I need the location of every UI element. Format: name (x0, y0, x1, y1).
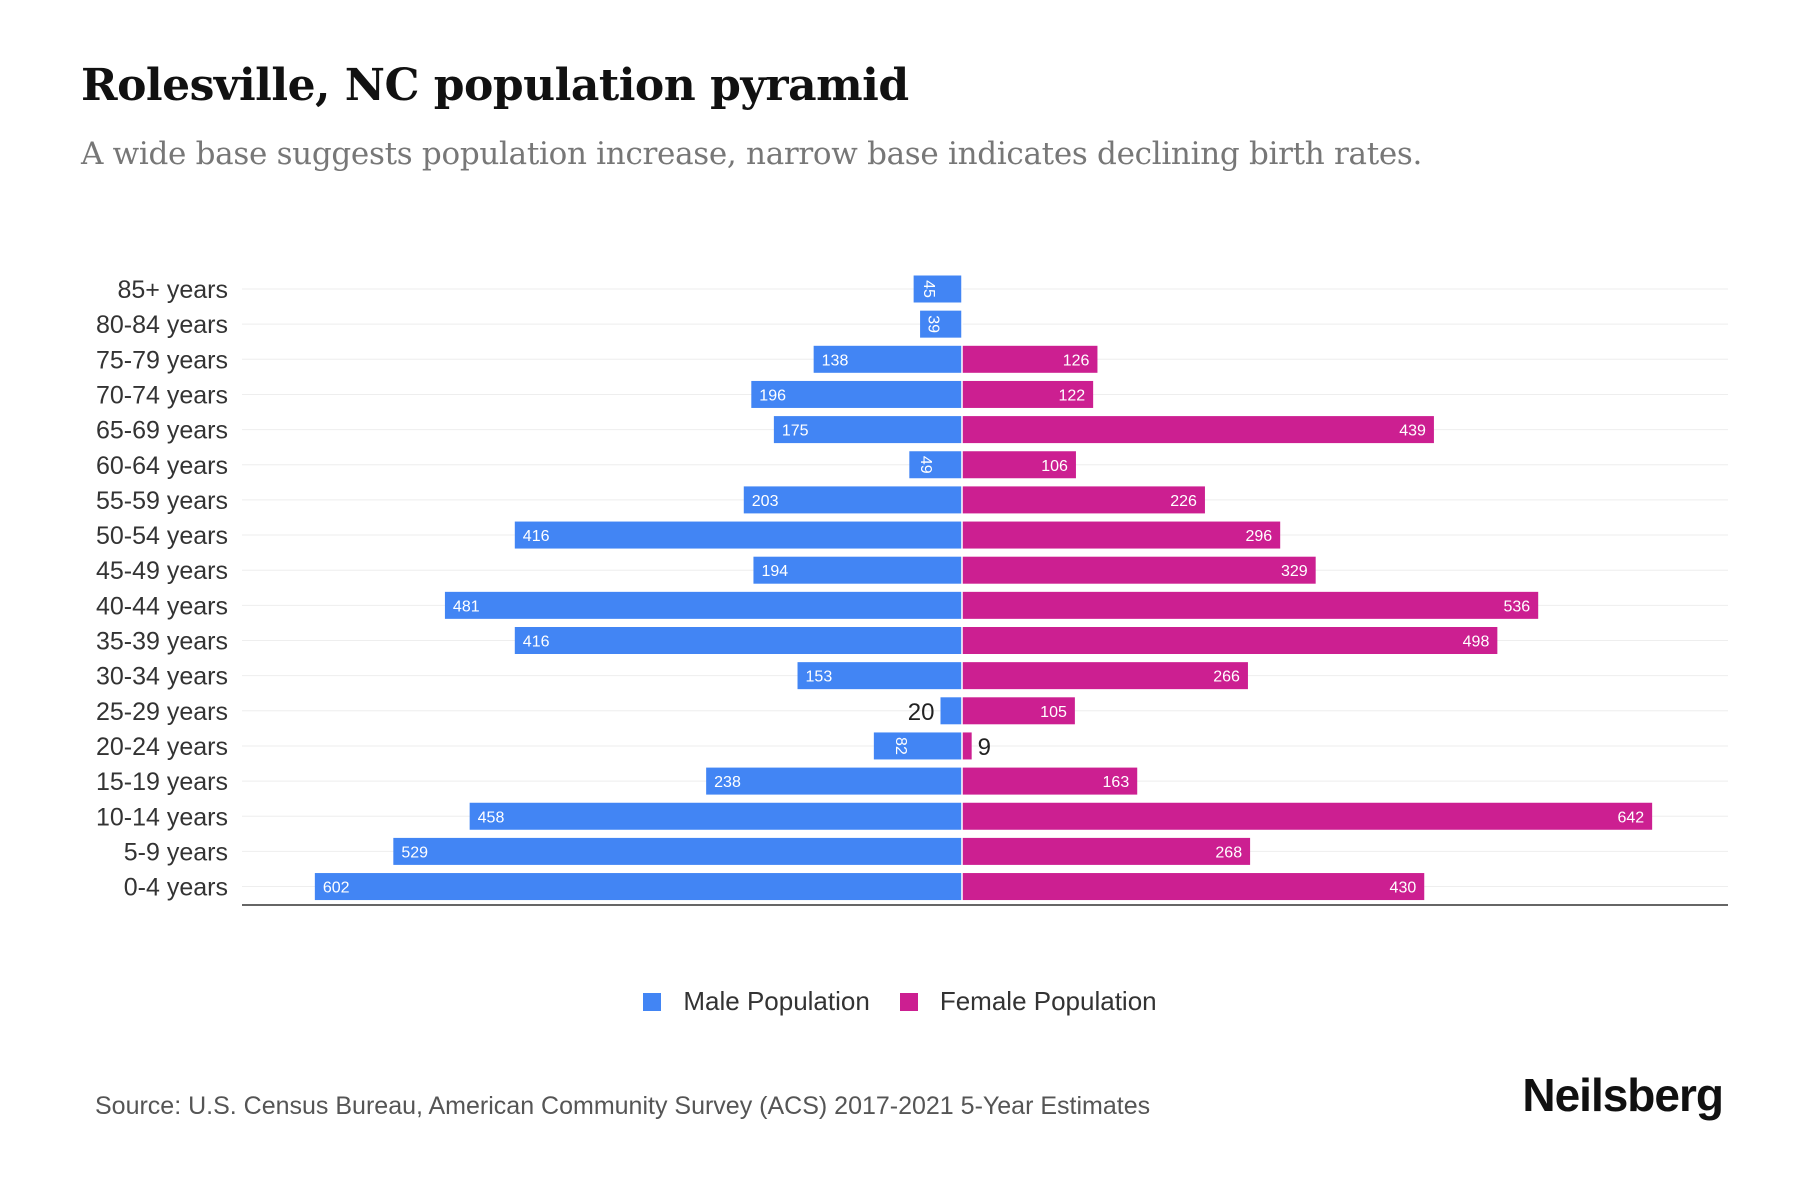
bar-value-label: 268 (1215, 844, 1242, 861)
male-bar (940, 697, 962, 725)
male-bar (873, 732, 962, 760)
pyramid-chart: 85+ years 45 80-84 years 39 75-79 years 138 12… (96, 275, 1728, 906)
source-note: Source: U.S. Census Bureau, American Com… (95, 1092, 1151, 1120)
bar-value-label: 226 (1170, 493, 1197, 510)
bar-value-label: 20 (908, 699, 935, 726)
bar-value-label: 106 (1041, 458, 1068, 475)
female-bar (962, 486, 1205, 514)
category-label: 10-14 years (96, 803, 228, 831)
male-bar (797, 662, 962, 690)
male-bar (909, 451, 962, 479)
category-label: 60-64 years (96, 452, 228, 480)
bar-value-label: 49 (917, 456, 934, 474)
legend-male-label: Male Population (683, 986, 870, 1016)
category-label: 25-29 years (96, 698, 228, 726)
bar-value-label: 536 (1503, 598, 1530, 615)
female-bar (962, 380, 1094, 408)
category-label: 30-34 years (96, 663, 228, 691)
neilsberg-logo: Neilsberg (1522, 1069, 1724, 1121)
male-bar (743, 486, 962, 514)
bar-value-label: 642 (1617, 809, 1644, 826)
female-bar (962, 662, 1248, 690)
male-bar (813, 345, 962, 373)
category-label: 5-9 years (124, 838, 228, 866)
female-bar (962, 837, 1251, 865)
legend: Male Population Female Population (0, 986, 1800, 1017)
bar-value-label: 296 (1245, 528, 1272, 545)
category-label: 70-74 years (96, 381, 228, 409)
bar-value-label: 329 (1281, 563, 1308, 580)
bar-value-label: 122 (1058, 387, 1085, 404)
category-label: 20-24 years (96, 733, 228, 761)
category-label: 85+ years (118, 276, 229, 304)
male-bar (393, 837, 962, 865)
male-bar (514, 627, 962, 654)
bar-value-label: 481 (453, 598, 480, 615)
chart-subtitle: A wide base suggests population increase… (81, 136, 1423, 172)
category-label: 15-19 years (96, 768, 228, 796)
female-bar (962, 697, 1075, 725)
bar-value-label: 430 (1390, 880, 1417, 897)
bar-value-label: 602 (323, 880, 350, 897)
category-label: 65-69 years (96, 417, 228, 445)
male-bar (920, 310, 962, 338)
female-bar (962, 802, 1653, 830)
female-bar (962, 767, 1138, 795)
bar-value-label: 416 (523, 528, 550, 545)
bar-value-label: 194 (761, 563, 788, 580)
category-label: 45-49 years (96, 557, 228, 585)
female-bar (962, 732, 972, 760)
category-label: 40-44 years (96, 592, 228, 620)
bar-value-label: 9 (978, 734, 991, 761)
male-bar (773, 416, 962, 444)
bar-value-label: 126 (1063, 352, 1090, 369)
category-label: 35-39 years (96, 628, 228, 656)
bar-value-label: 196 (759, 387, 786, 404)
bar-value-label: 416 (523, 634, 550, 651)
category-label: 55-59 years (96, 487, 228, 515)
legend-female-swatch (899, 992, 918, 1011)
female-bar (962, 521, 1281, 549)
bar-value-label: 39 (924, 315, 941, 333)
category-label: 50-54 years (96, 522, 228, 550)
category-label: 80-84 years (96, 311, 228, 339)
female-bar (962, 345, 1098, 373)
category-label: 75-79 years (96, 346, 228, 374)
male-bar (913, 275, 962, 303)
category-label: 0-4 years (124, 874, 228, 902)
female-bar (962, 591, 1539, 619)
male-bar (514, 521, 962, 549)
bar-value-label: 163 (1103, 774, 1130, 791)
chart-title: Rolesville, NC population pyramid (81, 60, 909, 111)
bar-value-label: 153 (806, 669, 833, 686)
legend-male-swatch (643, 992, 662, 1011)
female-bar (962, 556, 1316, 584)
bar-value-label: 238 (714, 774, 741, 791)
bar-value-label: 138 (822, 352, 849, 369)
bar-value-label: 498 (1463, 634, 1490, 651)
male-bar (706, 767, 962, 795)
legend-female-label: Female Population (939, 986, 1157, 1016)
legend-male: Male Population (643, 986, 870, 1017)
bar-value-label: 439 (1399, 423, 1426, 440)
bar-value-label: 175 (782, 423, 809, 440)
female-bar (962, 873, 1425, 901)
bar-value-label: 203 (752, 493, 779, 510)
female-bar (962, 451, 1076, 479)
male-bar (314, 873, 963, 901)
bar-value-label: 266 (1213, 669, 1240, 686)
male-bar (751, 380, 962, 408)
female-bar (962, 627, 1498, 654)
male-bar (753, 556, 962, 584)
bar-value-label: 82 (892, 737, 909, 755)
male-bar (444, 591, 962, 619)
bar-value-label: 45 (920, 280, 937, 298)
female-bar (962, 416, 1434, 444)
legend-female: Female Population (899, 986, 1157, 1017)
bar-value-label: 458 (478, 809, 505, 826)
male-bar (469, 802, 962, 830)
bar-value-label: 529 (401, 844, 428, 861)
bar-value-label: 105 (1040, 704, 1067, 721)
